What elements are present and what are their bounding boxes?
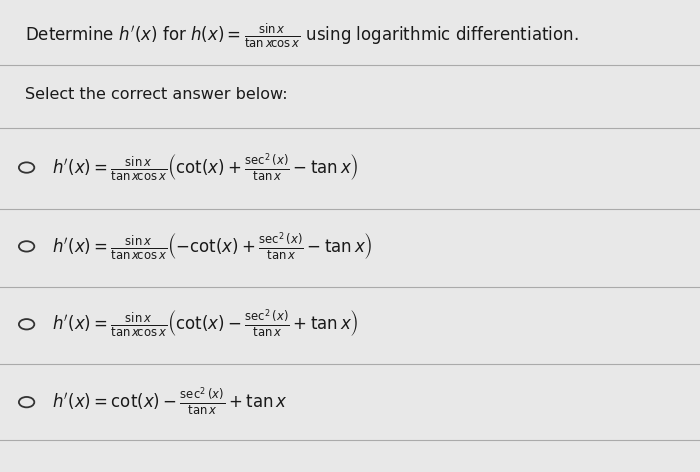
Text: Determine $h'(x)$ for $h(x) = \frac{\sin x}{\tan x\!\cos x}$ using logarithmic d: Determine $h'(x)$ for $h(x) = \frac{\sin…: [25, 21, 578, 50]
Text: $h'(x) = \cot(x) - \frac{\sec^2(x)}{\tan x} + \tan x$: $h'(x) = \cot(x) - \frac{\sec^2(x)}{\tan…: [52, 386, 288, 418]
Text: $h'(x) = \frac{\sin x}{\tan x\!\cos x}\left(\cot(x) + \frac{\sec^2(x)}{\tan x} -: $h'(x) = \frac{\sin x}{\tan x\!\cos x}\l…: [52, 152, 359, 184]
Text: $h'(x) = \frac{\sin x}{\tan x\!\cos x}\left(-\cot(x) + \frac{\sec^2(x)}{\tan x} : $h'(x) = \frac{\sin x}{\tan x\!\cos x}\l…: [52, 230, 373, 262]
Text: Select the correct answer below:: Select the correct answer below:: [25, 87, 287, 102]
Text: $h'(x) = \frac{\sin x}{\tan x\!\cos x}\left(\cot(x) - \frac{\sec^2(x)}{\tan x} +: $h'(x) = \frac{\sin x}{\tan x\!\cos x}\l…: [52, 308, 359, 340]
